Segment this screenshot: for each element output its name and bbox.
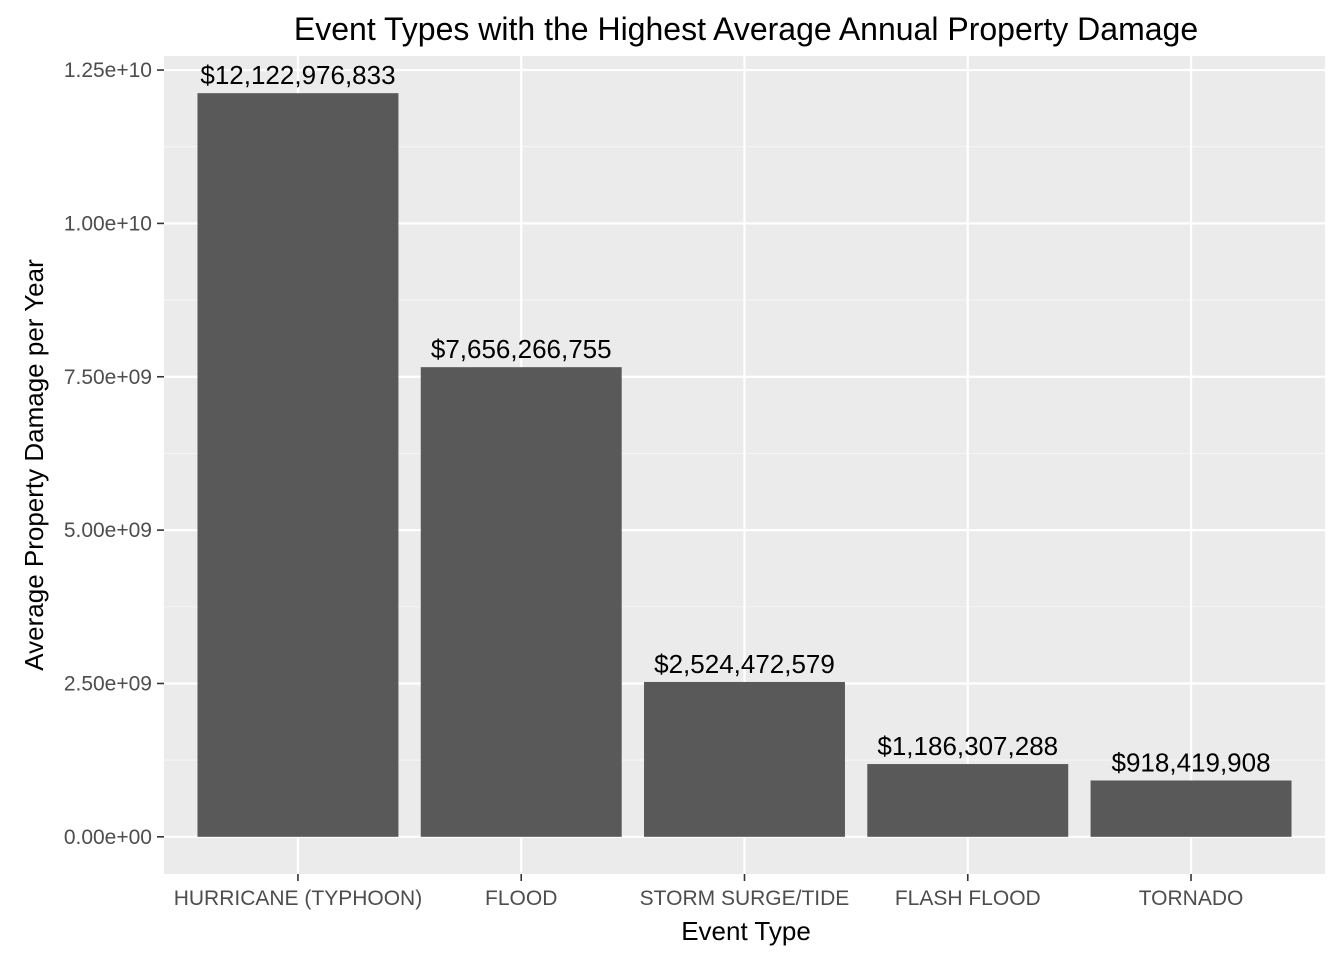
bar xyxy=(867,764,1069,837)
y-tick-label: 5.00e+09 xyxy=(64,519,152,542)
bar xyxy=(197,93,399,837)
y-tick-label: 1.00e+10 xyxy=(64,212,152,235)
x-axis: HURRICANE (TYPHOON) FLOOD STORM SURGE/TIDE… xyxy=(174,874,1244,910)
y-tick-label: 1.25e+10 xyxy=(64,59,152,82)
bars xyxy=(197,93,1292,837)
bar xyxy=(420,367,622,837)
y-axis: 0.00e+00 2.50e+09 5.00e+09 7.50e+09 1.00e+10… xyxy=(64,59,164,849)
x-tick-label: HURRICANE (TYPHOON) xyxy=(174,887,423,910)
bar-value-labels: $12,122,976,833 $7,656,266,755 $2,524,472,… xyxy=(200,60,1270,777)
y-tick-label: 2.50e+09 xyxy=(64,672,152,695)
bar-value-label: $7,656,266,755 xyxy=(431,334,612,364)
bar xyxy=(1090,780,1292,837)
x-tick-label: TORNADO xyxy=(1139,887,1244,910)
bar xyxy=(644,681,845,837)
bar-value-label: $918,419,908 xyxy=(1112,747,1271,777)
x-tick-label: STORM SURGE/TIDE xyxy=(640,887,850,910)
x-axis-title: Event Type xyxy=(681,916,811,946)
y-tick-label: 7.50e+09 xyxy=(64,366,152,389)
bar-value-label: $2,524,472,579 xyxy=(654,649,835,679)
y-tick-label: 0.00e+00 xyxy=(64,826,152,849)
x-tick-label: FLASH FLOOD xyxy=(895,887,1041,910)
bar-value-label: $12,122,976,833 xyxy=(200,60,395,90)
x-tick-label: FLOOD xyxy=(485,887,557,910)
chart-title: Event Types with the Highest Average Ann… xyxy=(294,11,1198,47)
bar-value-label: $1,186,307,288 xyxy=(877,731,1058,761)
y-axis-title: Average Property Damage per Year xyxy=(19,259,49,671)
